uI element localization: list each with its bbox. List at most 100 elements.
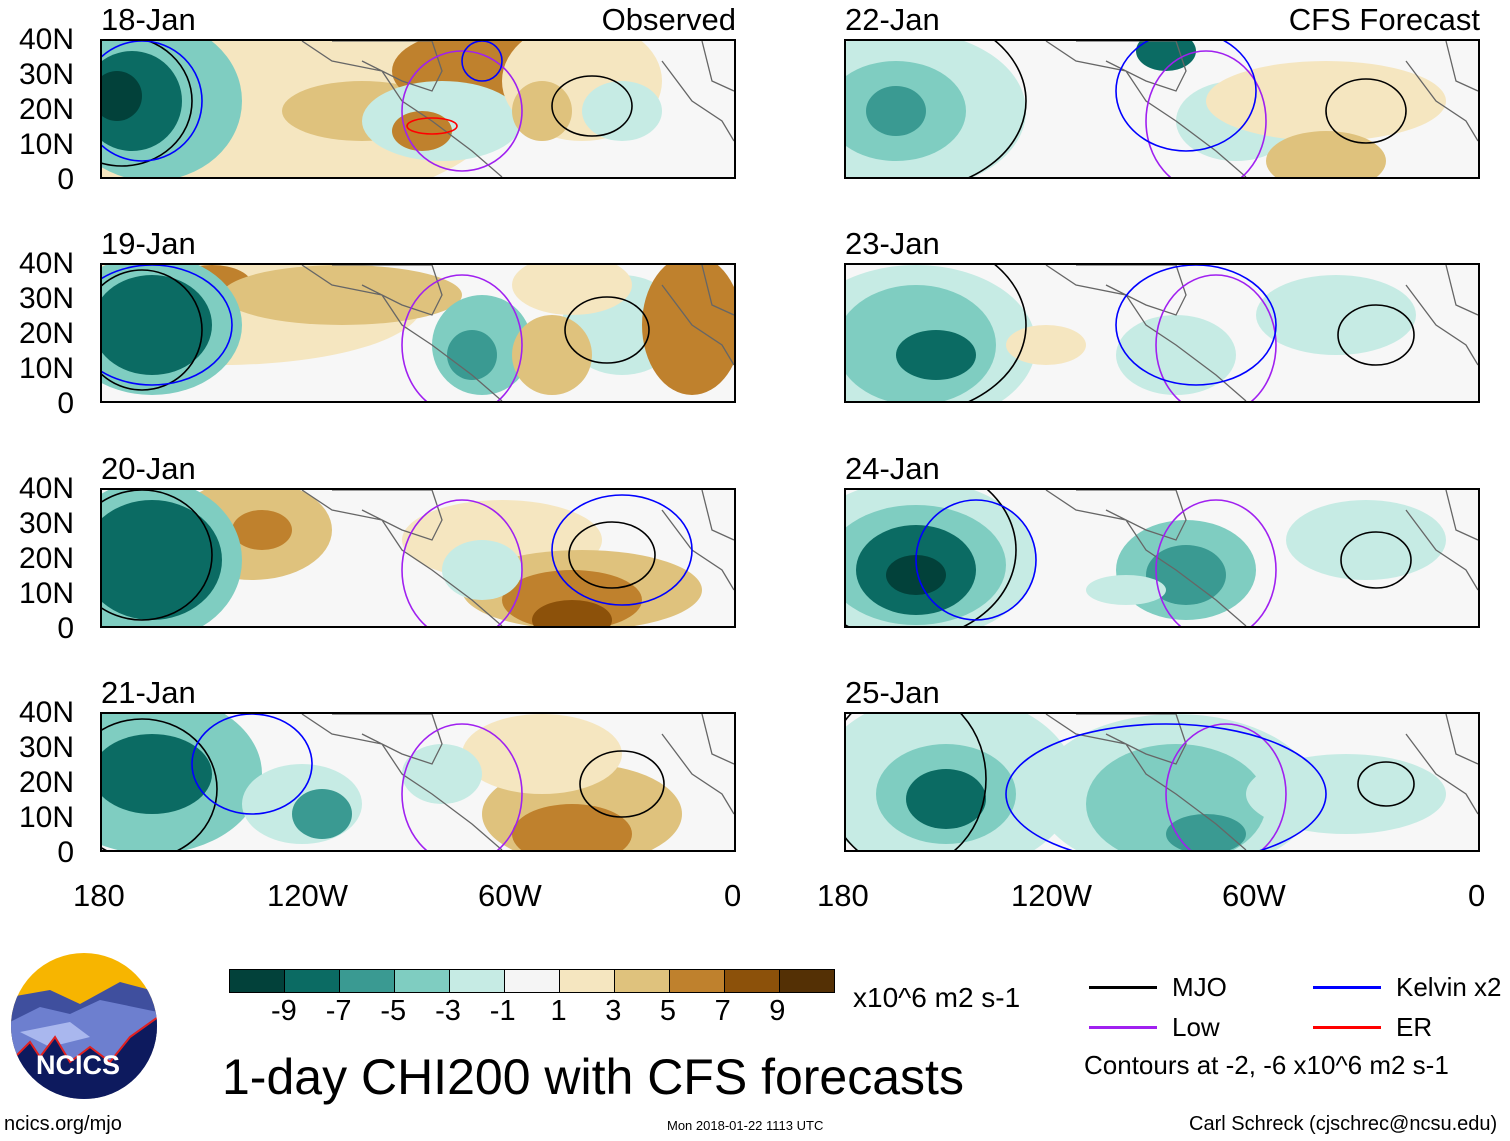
lat-tick-label: 40N [18, 472, 74, 505]
colorbar-label: 9 [769, 995, 786, 1027]
anomaly-region [442, 540, 522, 600]
contour-line [461, 41, 503, 82]
colorbar [229, 969, 835, 993]
lat-tick-label: 30N [18, 58, 74, 91]
legend-swatch-low [1089, 1026, 1157, 1029]
map-panel-18-Jan [100, 39, 736, 179]
anomaly-region [886, 555, 946, 595]
colorbar-swatch [505, 970, 560, 992]
anomaly-region [582, 81, 662, 141]
panel-date: 22-Jan [845, 2, 940, 37]
anomaly-region [392, 111, 452, 151]
contour-line [1325, 78, 1407, 144]
contour-line [564, 296, 650, 364]
legend-swatch-mjo [1089, 986, 1157, 989]
lat-tick-label: 10N [18, 577, 74, 610]
anomaly-region [222, 265, 462, 325]
anomaly-region [102, 275, 212, 375]
contour-line [191, 714, 313, 815]
coastline [1045, 265, 1478, 401]
colorbar-swatch [780, 970, 834, 992]
anomaly-region [1116, 315, 1236, 395]
lat-tick-label: 0 [57, 836, 74, 869]
panel-date: 25-Jan [845, 675, 940, 710]
colorbar-swatch [670, 970, 725, 992]
contour-line [401, 499, 523, 626]
anomaly-region [232, 510, 292, 550]
contour-line [1145, 50, 1267, 177]
footer-timestamp: Mon 2018-01-22 1113 UTC [667, 1118, 824, 1133]
lat-tick-label: 20N [18, 93, 74, 126]
contour-line [1155, 499, 1277, 626]
panel-date: 23-Jan [845, 226, 940, 261]
contour-line [551, 75, 633, 137]
lon-tick-label: 60W [478, 878, 542, 913]
panel-date: 18-Jan [101, 2, 196, 37]
anomaly-region [1136, 41, 1196, 71]
lat-tick-label: 20N [18, 542, 74, 575]
lat-tick-label: 0 [57, 387, 74, 420]
panel-source-label: CFS Forecast [1288, 2, 1480, 37]
ncics-logo: NCICS [10, 952, 158, 1100]
coastline [301, 714, 734, 850]
lon-tick-label: 60W [1222, 878, 1286, 913]
contour-line [1337, 304, 1415, 366]
anomaly-region [866, 86, 926, 136]
legend-label: MJO [1172, 972, 1227, 1002]
panel-source-label: Observed [601, 2, 736, 37]
contour-line [915, 499, 1037, 621]
anomaly-region [1086, 575, 1166, 605]
contour-line [846, 490, 1017, 626]
contour-line [401, 723, 523, 850]
contour-line [406, 117, 458, 135]
colorbar-label: 3 [605, 995, 622, 1027]
anomaly-region [462, 714, 622, 794]
map-panel-25-Jan [844, 712, 1480, 852]
panel-date: 21-Jan [101, 675, 196, 710]
coastline [1045, 714, 1478, 850]
anomaly-region [102, 734, 212, 814]
contour-line [1115, 41, 1257, 152]
colorbar-label: -5 [380, 995, 407, 1027]
legend-swatch-er [1313, 1026, 1381, 1029]
anomaly-region [102, 71, 142, 121]
legend-label: Low [1172, 1012, 1220, 1042]
anomaly-region [642, 265, 734, 395]
contour-line [102, 41, 193, 167]
anomaly-region [1286, 500, 1446, 580]
lat-tick-label: 10N [18, 801, 74, 834]
anomaly-region [102, 500, 222, 620]
anomaly-region [532, 600, 612, 626]
contour-line [551, 494, 693, 606]
anomaly-region [1166, 814, 1246, 850]
map-panel-23-Jan [844, 263, 1480, 403]
map-panel-20-Jan [100, 488, 736, 628]
coastline [301, 490, 734, 626]
contour-line [1155, 274, 1277, 401]
contour-line [102, 718, 218, 850]
contour-line [968, 41, 1027, 177]
colorbar-swatch [560, 970, 615, 992]
lat-tick-label: 40N [18, 696, 74, 729]
panel-date: 24-Jan [845, 451, 940, 486]
colorbar-label: 1 [550, 995, 567, 1027]
lon-tick-label: 0 [1468, 878, 1486, 913]
legend-label: Kelvin x2 [1396, 972, 1502, 1002]
colorbar-label: -9 [271, 995, 297, 1027]
coastline [301, 41, 734, 177]
contour-line [1357, 761, 1415, 807]
map-panel-19-Jan [100, 263, 736, 403]
colorbar-label: -7 [325, 995, 352, 1027]
contour-line [102, 490, 213, 621]
coastline [301, 265, 734, 401]
colorbar-label: 7 [714, 995, 731, 1027]
contour-line [1340, 531, 1412, 589]
lat-tick-label: 30N [18, 731, 74, 764]
contour-line [579, 750, 665, 818]
colorbar-swatch [725, 970, 780, 992]
footer-url[interactable]: ncics.org/mjo [4, 1113, 122, 1135]
colorbar-swatch [285, 970, 340, 992]
colorbar-swatch [450, 970, 505, 992]
lat-tick-label: 20N [18, 766, 74, 799]
lat-tick-label: 30N [18, 282, 74, 315]
